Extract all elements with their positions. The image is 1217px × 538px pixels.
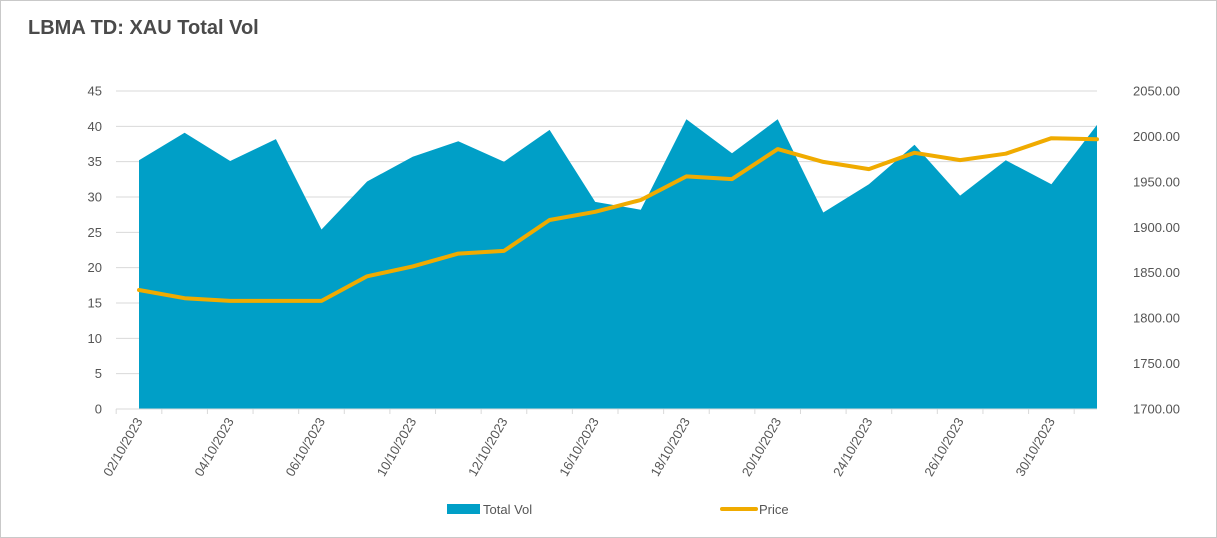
- x-tick-label: 16/10/2023: [556, 415, 602, 479]
- y-right-tick-label: 1850.00: [1133, 265, 1180, 280]
- x-tick-label: 06/10/2023: [283, 415, 329, 479]
- legend-label-total-vol: Total Vol: [483, 502, 532, 517]
- y-right-tick-label: 1950.00: [1133, 174, 1180, 189]
- x-tick-label: 24/10/2023: [830, 415, 876, 479]
- x-tick-label: 04/10/2023: [191, 415, 237, 479]
- x-tick-label: 26/10/2023: [921, 415, 967, 479]
- y-right-tick-label: 2000.00: [1133, 129, 1180, 144]
- y-left-tick-label: 45: [88, 84, 102, 99]
- x-tick-label: 18/10/2023: [647, 415, 693, 479]
- price-line-group: [137, 136, 1099, 303]
- y-right-tick-label: 2050.00: [1133, 84, 1180, 99]
- y-left-tick-label: 5: [95, 366, 102, 381]
- x-tick-label: 20/10/2023: [739, 415, 785, 479]
- y-left-tick-label: 35: [88, 154, 102, 169]
- y-left-tick-label: 25: [88, 225, 102, 240]
- x-tick-label: 12/10/2023: [465, 415, 511, 479]
- area-total-vol: [139, 119, 1097, 410]
- legend-label-price: Price: [759, 502, 789, 517]
- x-tick-label: 30/10/2023: [1012, 415, 1058, 479]
- y-right-tick-label: 1800.00: [1133, 311, 1180, 326]
- x-tick-label: 10/10/2023: [374, 415, 420, 479]
- total-vol-area-group: [139, 119, 1097, 410]
- chart-title: LBMA TD: XAU Total Vol: [28, 17, 259, 39]
- y-left-tick-label: 40: [88, 119, 102, 134]
- legend: Total Vol Price: [447, 502, 789, 517]
- y-left-tick-label: 0: [95, 402, 102, 417]
- y-right-tick-label: 1750.00: [1133, 356, 1180, 371]
- y-left-tick-label: 10: [88, 331, 102, 346]
- x-tick-label: 02/10/2023: [100, 415, 146, 479]
- y-left-tick-label: 15: [88, 296, 102, 311]
- legend-swatch-total-vol: [447, 504, 480, 514]
- y-left-tick-label: 30: [88, 190, 102, 205]
- y-left-tick-label: 20: [88, 260, 102, 275]
- y-right-tick-label: 1900.00: [1133, 220, 1180, 235]
- line-price: [137, 136, 1099, 303]
- y-right-tick-label: 1700.00: [1133, 402, 1180, 417]
